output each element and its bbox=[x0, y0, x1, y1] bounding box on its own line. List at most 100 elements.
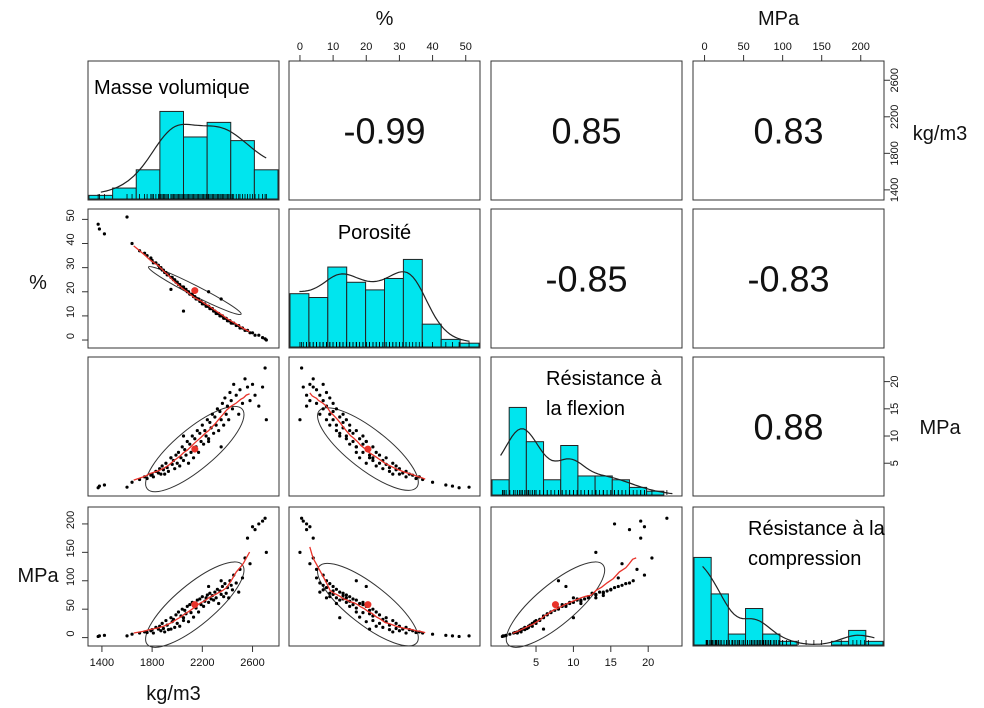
scatter-point bbox=[260, 519, 265, 523]
variable-name: Résistance à la bbox=[748, 518, 886, 540]
scatter-point bbox=[200, 595, 204, 599]
scatter-point bbox=[351, 603, 355, 607]
scatter-point bbox=[263, 516, 267, 520]
scatter-point bbox=[364, 584, 368, 589]
scatter-point bbox=[354, 579, 358, 583]
scatter-point bbox=[195, 598, 199, 602]
scatter-point bbox=[300, 366, 304, 370]
scatter-point bbox=[331, 418, 335, 422]
scatter-point bbox=[467, 485, 471, 489]
scatter-point bbox=[341, 420, 345, 425]
scatter-point bbox=[579, 601, 583, 606]
scatter-point bbox=[344, 437, 348, 441]
scatter-point bbox=[308, 525, 312, 529]
scatter-point bbox=[612, 522, 617, 526]
scatter-point bbox=[204, 434, 208, 438]
scatter-point bbox=[151, 475, 155, 479]
scatter-point bbox=[178, 464, 182, 468]
scatter-point bbox=[263, 366, 267, 370]
scatter-point bbox=[318, 590, 322, 594]
panel-frame bbox=[692, 60, 885, 201]
scatter-point bbox=[444, 633, 448, 637]
scatter-point bbox=[96, 222, 100, 226]
scatter-point bbox=[381, 467, 385, 471]
scatter-point bbox=[160, 464, 164, 468]
scatter-point bbox=[183, 448, 187, 452]
scatter-point bbox=[217, 601, 221, 606]
scatter-point bbox=[348, 423, 352, 427]
scatter-point bbox=[371, 607, 375, 611]
scatter-point bbox=[191, 456, 196, 460]
scatter-point bbox=[191, 615, 196, 619]
scatter-point bbox=[374, 624, 378, 628]
scatter-point bbox=[501, 634, 505, 638]
scatter-point bbox=[594, 592, 598, 597]
histogram-bar bbox=[865, 640, 884, 646]
scatter-point bbox=[394, 626, 398, 631]
scatter-point bbox=[201, 442, 206, 446]
scatter-point bbox=[180, 445, 184, 449]
scatter-point bbox=[397, 472, 402, 476]
scatter-point bbox=[219, 445, 223, 449]
scatter-point bbox=[145, 630, 149, 635]
scatter-point bbox=[203, 428, 207, 433]
scatter-point bbox=[338, 431, 342, 435]
scatter-point bbox=[250, 382, 255, 386]
scatter-point bbox=[169, 456, 173, 460]
scatter-point bbox=[219, 418, 223, 422]
scatter-point bbox=[367, 453, 372, 457]
scatter-point bbox=[213, 415, 217, 419]
scatter-point bbox=[223, 396, 227, 400]
scatter-point bbox=[159, 629, 163, 633]
scatter-point bbox=[635, 567, 639, 571]
tick-label: 20 bbox=[65, 282, 77, 294]
tick-label: 0 bbox=[297, 41, 303, 53]
scatter-point bbox=[257, 404, 261, 408]
scatter-point bbox=[219, 592, 223, 597]
scatter-point bbox=[181, 285, 186, 289]
scatter-point bbox=[181, 616, 186, 620]
scatter-point bbox=[130, 241, 134, 246]
mean-point bbox=[364, 601, 372, 609]
density-curve bbox=[500, 428, 673, 495]
tick-label: 2600 bbox=[240, 657, 264, 669]
histogram-bar bbox=[745, 608, 764, 646]
scatter-point bbox=[257, 522, 261, 526]
scatter-point bbox=[639, 536, 643, 540]
scatter-point bbox=[391, 630, 395, 634]
scatter-point bbox=[184, 453, 188, 457]
scatter-point bbox=[214, 596, 218, 600]
scatter-point bbox=[186, 620, 191, 624]
scatter-point bbox=[404, 475, 408, 479]
scatter-point bbox=[179, 456, 183, 460]
scatter-point bbox=[238, 388, 242, 392]
scatter-point bbox=[374, 450, 378, 454]
tick-label: 200 bbox=[65, 511, 77, 529]
scatter-point bbox=[381, 625, 385, 629]
scatter-point bbox=[328, 591, 332, 595]
tick-label: 1400 bbox=[889, 178, 901, 202]
scatter-point bbox=[227, 596, 231, 600]
scatter-point bbox=[334, 601, 339, 606]
scatter-point bbox=[397, 629, 402, 633]
axis-unit-label: MPa bbox=[758, 8, 800, 30]
scatter-point bbox=[361, 442, 365, 446]
scatter-point bbox=[387, 628, 392, 632]
scatter-point bbox=[175, 621, 179, 625]
tick-label: 1800 bbox=[140, 657, 164, 669]
scatter-point bbox=[260, 385, 265, 389]
correlation-ellipse bbox=[505, 561, 606, 648]
scatter-point bbox=[324, 390, 329, 395]
scatter-point bbox=[597, 590, 602, 594]
scatter-point bbox=[321, 583, 325, 587]
tick-label: 40 bbox=[65, 233, 77, 245]
scatter-point bbox=[234, 393, 238, 397]
scatter-point bbox=[331, 584, 335, 589]
histogram-bar bbox=[346, 281, 367, 348]
scatter-point bbox=[207, 437, 211, 441]
scatter-point bbox=[627, 581, 632, 585]
scatter-point bbox=[102, 633, 107, 637]
scatter-point bbox=[264, 550, 268, 554]
scatter-point bbox=[237, 590, 241, 594]
